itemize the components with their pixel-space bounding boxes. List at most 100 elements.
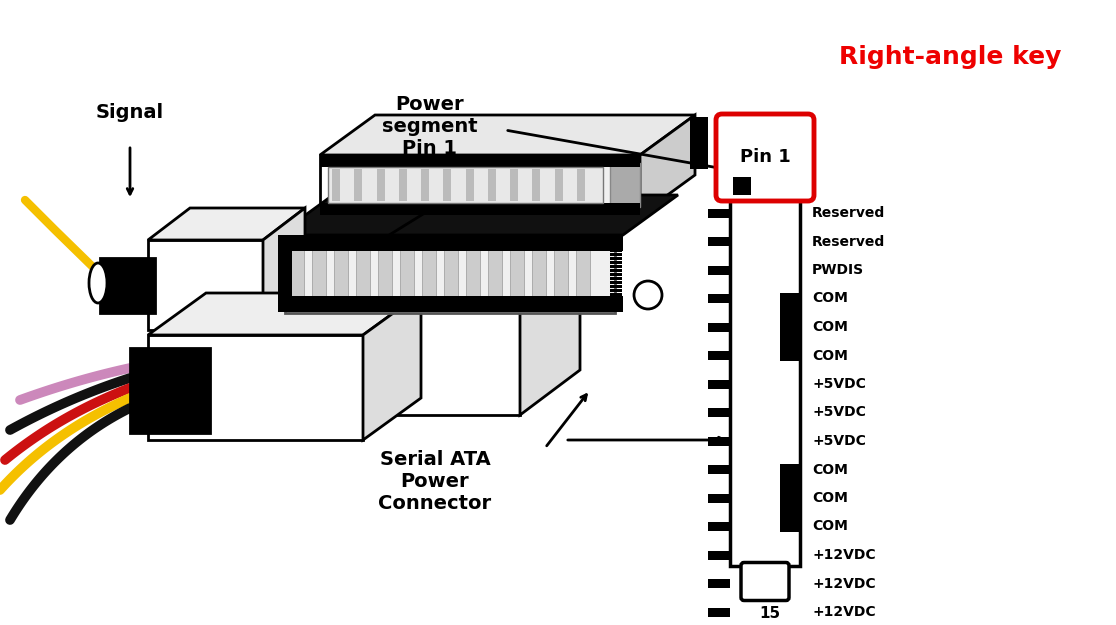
Bar [398, 169, 406, 201]
Text: COM: COM [812, 291, 848, 306]
Bar [488, 169, 496, 201]
Bar [733, 177, 751, 195]
Bar [610, 281, 622, 284]
Bar [148, 400, 169, 410]
Polygon shape [639, 115, 695, 215]
Bar [708, 322, 730, 331]
Bar [610, 163, 639, 207]
Bar [328, 167, 603, 203]
Bar [554, 250, 568, 310]
Bar [550, 163, 558, 207]
FancyBboxPatch shape [716, 114, 814, 201]
Bar [610, 297, 622, 300]
Bar [610, 249, 622, 252]
Bar [532, 169, 540, 201]
Bar [577, 169, 585, 201]
Bar [285, 248, 615, 313]
Bar [576, 250, 590, 310]
Text: Signal: Signal [96, 103, 164, 122]
Bar [708, 408, 730, 417]
Bar [708, 294, 730, 303]
Bar [320, 155, 639, 167]
Bar [148, 370, 169, 380]
Bar [610, 245, 622, 248]
Polygon shape [295, 265, 580, 310]
Text: Right-angle key: Right-angle key [839, 45, 1061, 69]
Bar [708, 351, 730, 360]
Bar [780, 293, 800, 361]
Bar [278, 235, 623, 251]
Bar [708, 266, 730, 274]
Bar [690, 148, 708, 155]
Bar [465, 169, 473, 201]
Bar [708, 522, 730, 531]
Bar [708, 494, 730, 502]
Bar [690, 141, 708, 148]
Text: Serial ATA
Power
Connector: Serial ATA Power Connector [378, 450, 491, 513]
Text: +12VDC: +12VDC [812, 576, 876, 591]
Bar [331, 169, 340, 201]
Polygon shape [520, 265, 580, 415]
Text: COM: COM [812, 519, 848, 534]
Text: PWDIS: PWDIS [812, 263, 864, 277]
Bar [610, 305, 622, 308]
Bar [569, 163, 577, 207]
Bar [312, 250, 326, 310]
Bar [510, 169, 518, 201]
Bar [708, 608, 730, 616]
Bar [690, 138, 708, 144]
Ellipse shape [89, 263, 107, 303]
Bar [708, 209, 730, 217]
Bar [415, 163, 423, 207]
Bar [690, 127, 708, 134]
Bar [610, 301, 622, 304]
Text: Pin 1: Pin 1 [740, 149, 790, 166]
Bar [690, 130, 708, 137]
Polygon shape [263, 208, 305, 330]
Bar [690, 146, 708, 152]
Text: +5VDC: +5VDC [812, 377, 866, 391]
Bar [434, 163, 442, 207]
Text: COM: COM [812, 491, 848, 505]
Bar [278, 235, 292, 312]
Bar [354, 169, 363, 201]
Bar [532, 250, 546, 310]
Bar [148, 335, 363, 440]
Text: COM: COM [812, 462, 848, 476]
Bar [100, 258, 155, 313]
Bar [334, 250, 348, 310]
Bar [708, 379, 730, 389]
Bar [610, 261, 622, 264]
FancyBboxPatch shape [741, 562, 789, 601]
Bar [148, 355, 169, 365]
Bar [610, 237, 622, 240]
Bar [690, 154, 708, 161]
Bar [466, 250, 480, 310]
Bar [356, 250, 371, 310]
Text: Power
segment
Pin 1: Power segment Pin 1 [382, 95, 478, 158]
Bar [290, 250, 304, 310]
Bar [589, 163, 597, 207]
Text: +5VDC: +5VDC [812, 434, 866, 448]
Circle shape [634, 281, 662, 309]
Polygon shape [363, 293, 421, 440]
Bar [454, 163, 462, 207]
Text: 15: 15 [759, 606, 780, 621]
Bar [335, 163, 615, 207]
Bar [610, 285, 622, 288]
Bar [421, 169, 429, 201]
Text: +5VDC: +5VDC [812, 406, 866, 419]
Bar [357, 163, 365, 207]
Bar [492, 163, 500, 207]
Text: Reserved: Reserved [812, 206, 885, 220]
Bar [396, 163, 404, 207]
Bar [338, 163, 346, 207]
Polygon shape [320, 115, 695, 155]
Bar [708, 436, 730, 446]
Bar [376, 169, 385, 201]
Text: +12VDC: +12VDC [812, 605, 876, 619]
Bar [690, 159, 708, 166]
Bar [610, 253, 622, 256]
Bar [708, 551, 730, 559]
Bar [148, 385, 169, 395]
